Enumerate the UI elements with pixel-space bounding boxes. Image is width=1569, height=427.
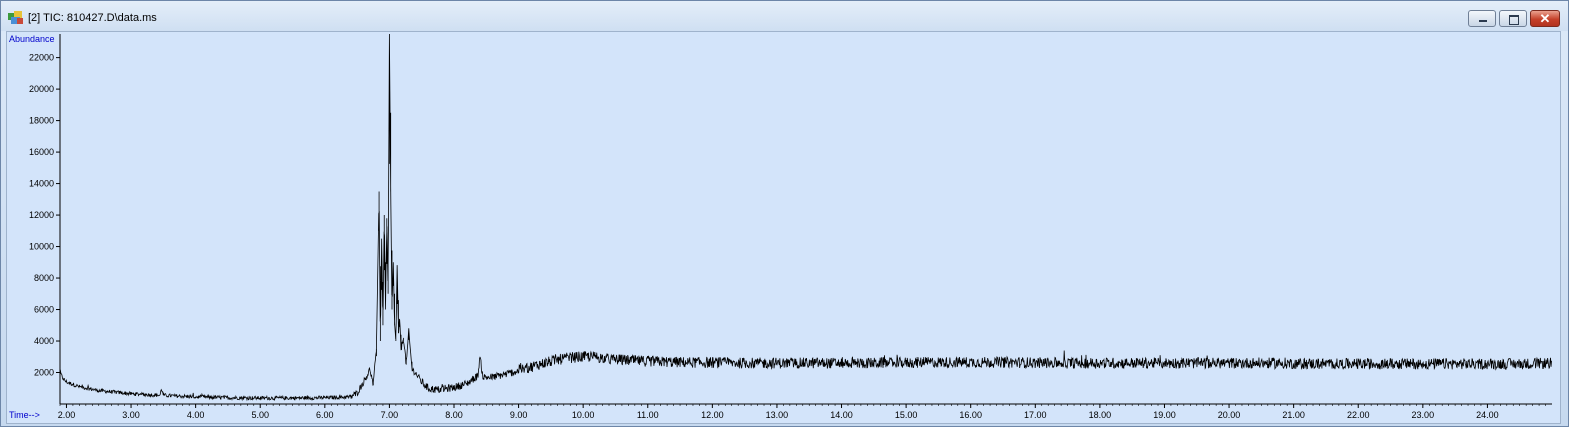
y-tick-label: 8000 <box>34 273 54 283</box>
chromatogram-plot[interactable]: Abundance Time--> 2000 4000 6000 8000 10000 120… <box>6 31 1561 424</box>
x-tick-label: 14.00 <box>830 410 853 420</box>
x-tick-label: 10.00 <box>572 410 595 420</box>
y-tick-label: 18000 <box>29 116 54 126</box>
tic-trace-line <box>59 34 1552 402</box>
x-tick-label: 13.00 <box>766 410 789 420</box>
window-title: [2] TIC: 810427.D\data.ms <box>28 12 157 24</box>
close-button[interactable]: ✕ <box>1530 10 1560 27</box>
x-tick-label: 5.00 <box>251 410 269 420</box>
maximize-icon <box>1500 11 1526 26</box>
close-icon: ✕ <box>1539 11 1551 26</box>
x-tick-label: 9.00 <box>510 410 528 420</box>
x-tick-label: 7.00 <box>381 410 399 420</box>
x-tick-label: 22.00 <box>1347 410 1370 420</box>
minimize-button[interactable] <box>1468 10 1496 27</box>
x-tick-label: 15.00 <box>895 410 918 420</box>
y-tick-label: 20000 <box>29 84 54 94</box>
x-tick-label: 23.00 <box>1412 410 1435 420</box>
y-tick-label: 14000 <box>29 179 54 189</box>
x-tick-label: 24.00 <box>1476 410 1499 420</box>
x-axis-label: Time--> <box>9 410 40 420</box>
title-bar[interactable]: [2] TIC: 810427.D\data.ms ✕ <box>1 1 1568 31</box>
x-tick-label: 8.00 <box>445 410 463 420</box>
maximize-button[interactable] <box>1499 10 1527 27</box>
x-tick-label: 20.00 <box>1218 410 1241 420</box>
x-tick-label: 17.00 <box>1024 410 1047 420</box>
x-tick-label: 12.00 <box>701 410 724 420</box>
x-tick-label: 4.00 <box>187 410 205 420</box>
y-tick-label: 10000 <box>29 242 54 252</box>
tic-chart[interactable]: Abundance Time--> 2000 4000 6000 8000 10000 120… <box>7 32 1560 423</box>
minimize-icon <box>1469 11 1495 26</box>
chromatogram-app-icon <box>8 11 23 24</box>
x-tick-label: 2.00 <box>58 410 76 420</box>
x-tick-label: 18.00 <box>1089 410 1112 420</box>
y-tick-label: 6000 <box>34 305 54 315</box>
y-tick-label: 2000 <box>34 368 54 378</box>
y-tick-label: 4000 <box>34 336 54 346</box>
y-tick-label: 22000 <box>29 53 54 63</box>
x-tick-label: 21.00 <box>1282 410 1305 420</box>
x-tick-label: 6.00 <box>316 410 334 420</box>
x-tick-label: 11.00 <box>637 410 659 420</box>
x-tick-label: 16.00 <box>959 410 982 420</box>
x-tick-label: 3.00 <box>122 410 140 420</box>
y-tick-label: 16000 <box>29 147 54 157</box>
y-tick-label: 12000 <box>29 210 54 220</box>
y-axis-label: Abundance <box>9 34 55 44</box>
x-tick-label: 19.00 <box>1153 410 1176 420</box>
